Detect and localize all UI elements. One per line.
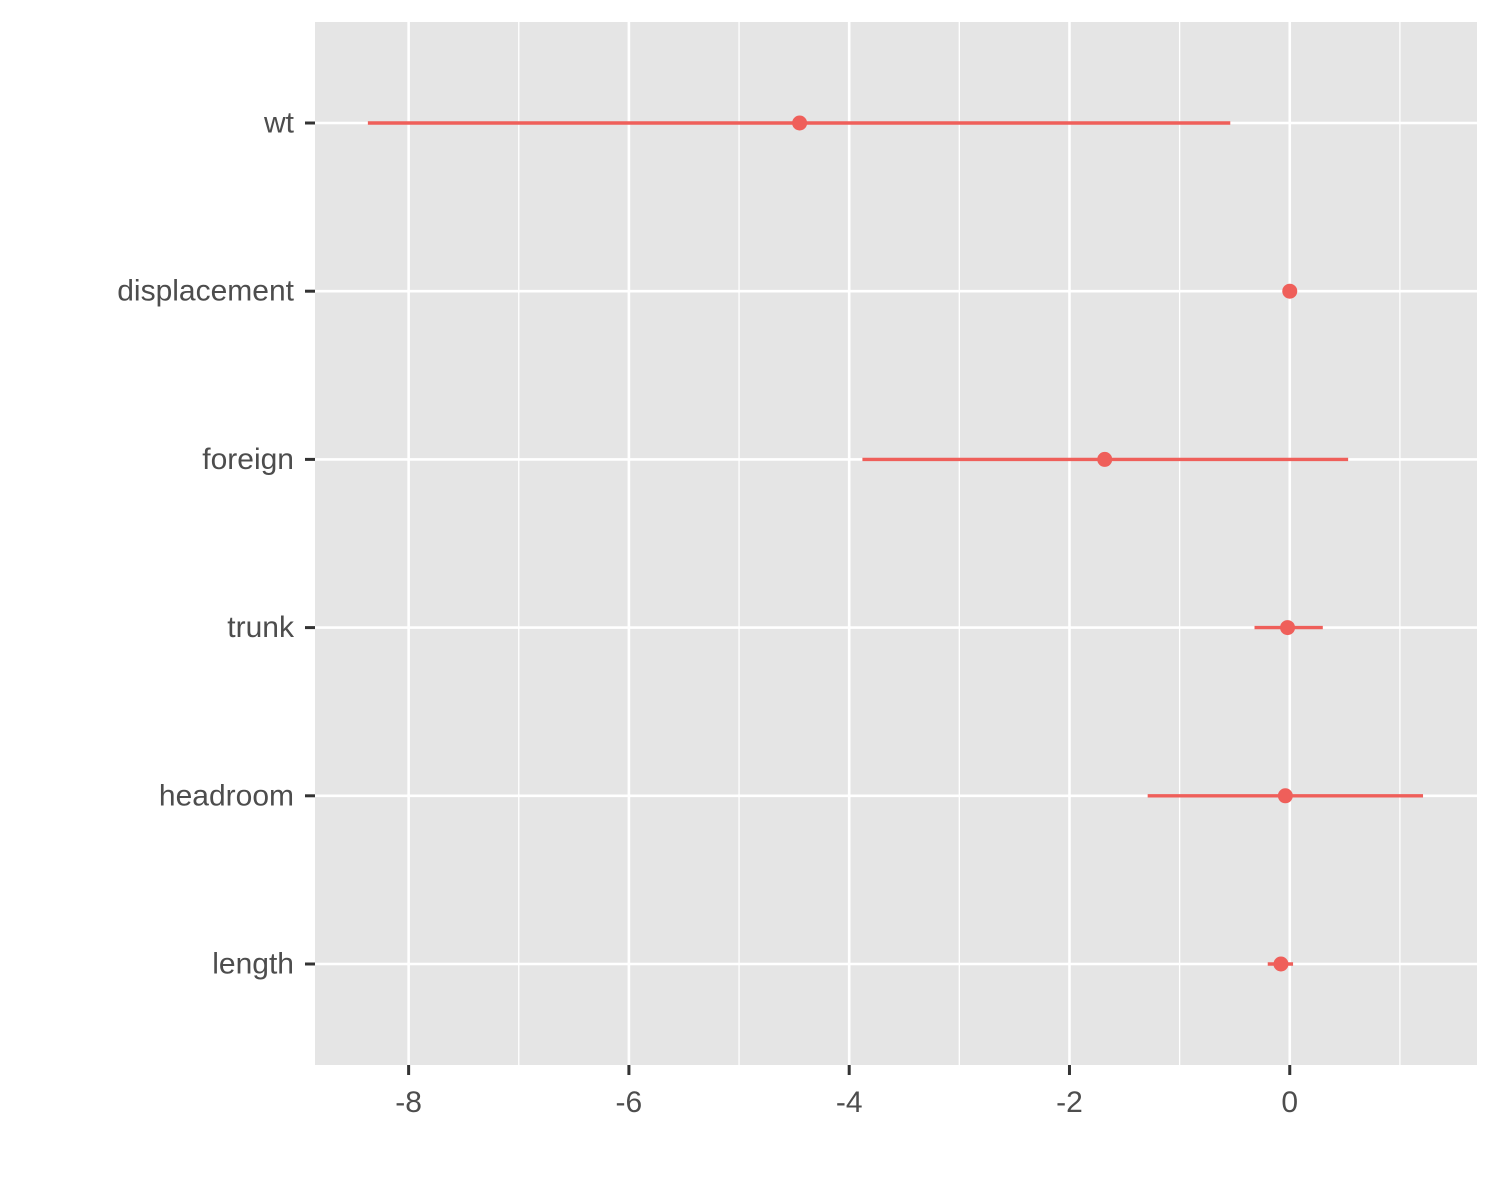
x-tick-label: -8 bbox=[395, 1086, 422, 1119]
y-tick-label-wt: wt bbox=[263, 107, 295, 140]
estimate-point-foreign bbox=[1097, 451, 1113, 467]
estimate-point-length bbox=[1273, 956, 1289, 972]
x-tick-label: -2 bbox=[1056, 1086, 1083, 1119]
coefficient-marks bbox=[367, 115, 1424, 972]
y-tick-label-trunk: trunk bbox=[227, 611, 295, 644]
y-axis: wt displacement foreign trunk headroom length bbox=[117, 107, 315, 981]
y-tick-label-foreign: foreign bbox=[202, 443, 294, 476]
estimate-point-headroom bbox=[1277, 788, 1293, 804]
estimate-point-displacement bbox=[1282, 283, 1298, 299]
plot-panel bbox=[315, 22, 1477, 1065]
y-tick-label-displacement: displacement bbox=[117, 275, 294, 308]
y-tick-label-headroom: headroom bbox=[159, 779, 294, 812]
estimate-point-wt bbox=[792, 115, 808, 131]
x-tick-label: -6 bbox=[616, 1086, 643, 1119]
y-tick-label-length: length bbox=[212, 948, 294, 981]
x-tick-label: 0 bbox=[1281, 1086, 1298, 1119]
x-axis: -8 -6 -4 -2 0 bbox=[395, 1065, 1298, 1119]
estimate-point-trunk bbox=[1280, 620, 1296, 636]
x-tick-label: -4 bbox=[836, 1086, 863, 1119]
minor-gridlines bbox=[518, 22, 1401, 1065]
